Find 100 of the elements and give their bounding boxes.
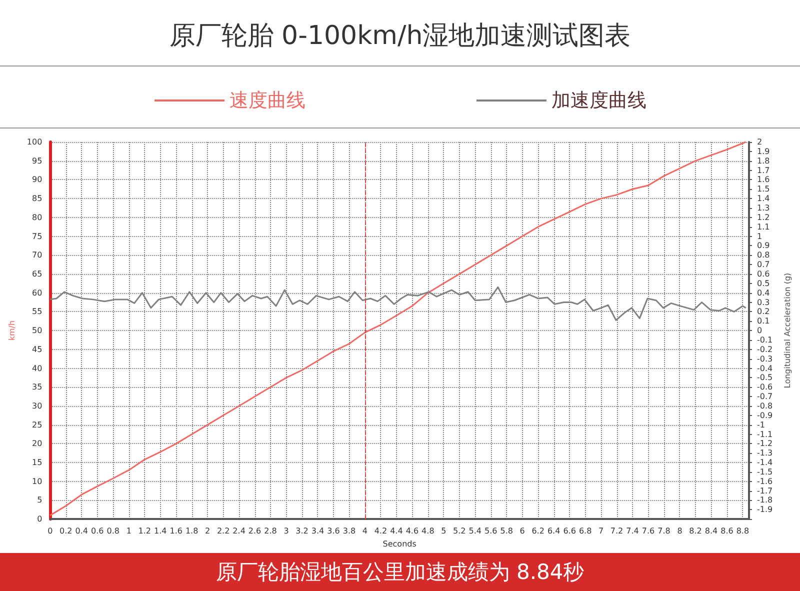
x-tick-label: 7.8: [658, 526, 670, 536]
x-tick-label: 2.4: [232, 526, 246, 536]
y-tick-label: 80: [32, 212, 42, 222]
x-tick-label: 4: [362, 526, 368, 536]
y-tick-label: 100: [26, 138, 42, 146]
x-tick-label: 5: [441, 526, 446, 536]
x-tick-label: 5.8: [500, 526, 513, 536]
y2-tick-label: 1.5: [757, 184, 770, 194]
y-tick-label: 75: [32, 232, 42, 241]
x-tick-label: 0.6: [91, 526, 104, 536]
x-tick-label: 1.4: [154, 526, 167, 536]
y2-tick-label: -1.2: [757, 439, 773, 448]
x-tick-label: 4.6: [406, 526, 419, 536]
y-tick-label: 95: [32, 156, 42, 166]
y-tick-label: 20: [32, 439, 42, 448]
chart-title: 原厂轮胎 0-100km/h湿地加速测试图表: [169, 21, 631, 51]
x-tick-label: 6.2: [532, 526, 544, 536]
x-tick-label: 1.8: [185, 526, 198, 536]
y2-tick-label: 0.9: [757, 241, 770, 250]
y-tick-label: 40: [32, 364, 42, 373]
x-tick-label: 1: [126, 526, 132, 536]
y-tick-label: 10: [32, 476, 42, 486]
x-tick-label: 5.4: [468, 526, 482, 536]
y-tick-label: 55: [32, 307, 42, 316]
x-tick-label: 8.4: [704, 526, 718, 536]
x-tick-label: 3.6: [327, 526, 340, 536]
x-tick-label: 2.2: [216, 526, 230, 536]
y2-tick-label: 1.3: [757, 203, 770, 212]
y2-tick-label: 0.4: [757, 288, 770, 298]
x-tick-label: 2.8: [264, 526, 277, 536]
y-tick-label: 5: [37, 496, 42, 505]
x-tick-label: 5.2: [453, 526, 466, 536]
text: 原厂轮胎湿地百公里加速成绩为 8.84秒: [0, 553, 800, 591]
x-tick-label: 6: [520, 526, 525, 536]
y2-tick-label: -0.5: [757, 373, 773, 382]
y2-tick-label: -1.3: [757, 448, 773, 458]
y-tick-label: 85: [32, 194, 42, 204]
x-tick-label: 0.2: [60, 526, 72, 536]
y2-tick-label: 0.6: [757, 269, 770, 278]
y-axis-title: km/h: [8, 320, 16, 341]
y2-tick-label: 1.2: [757, 212, 770, 222]
x-tick-label: 5.6: [484, 526, 498, 536]
y-tick-label: 45: [32, 344, 42, 354]
y-tick-label: 25: [32, 420, 42, 430]
y2-tick-label: 1.8: [757, 156, 770, 166]
x-tick-label: 2.6: [248, 526, 262, 536]
y2-tick-label: -0.1: [757, 335, 773, 344]
y-tick-label: 50: [32, 326, 42, 336]
legend-label: 速度曲线: [230, 90, 306, 112]
y-tick-label: 65: [32, 269, 42, 278]
y-tick-label: 15: [32, 458, 42, 468]
y2-tick-label: 1.7: [757, 166, 770, 175]
y2-tick-label: -0.6: [757, 382, 773, 392]
y2-tick-label: -1.4: [757, 458, 773, 468]
y2-tick-label: 1.6: [757, 175, 770, 184]
x-axis-title: Seconds: [382, 540, 416, 548]
y2-tick-label: -1.7: [757, 486, 773, 496]
x-tick-label: 0: [48, 526, 53, 536]
y2-tick-label: 1.1: [757, 222, 770, 232]
x-tick-label: 3: [284, 526, 289, 536]
y2-tick-label: -0.2: [757, 344, 773, 354]
x-tick-label: 7.2: [610, 526, 624, 536]
x-tick-label: 2: [205, 526, 210, 536]
y-tick-label: 60: [32, 288, 42, 298]
y-tick-label: 30: [32, 401, 42, 410]
y2-tick-label: -1.5: [757, 467, 773, 476]
y2-tick-label: 0.1: [757, 316, 770, 326]
legend-label: 加速度曲线: [552, 90, 646, 112]
x-tick-label: 3.2: [296, 526, 308, 536]
y-tick-label: 0: [37, 514, 42, 524]
x-tick-label: 3.8: [342, 526, 356, 536]
x-tick-label: 1.2: [138, 526, 151, 536]
y-tick-label: 90: [32, 175, 42, 184]
line-series: [49, 141, 747, 516]
y2-axis-title: Longitudinal Acceleration (g): [783, 272, 792, 388]
y2-tick-label: 0.3: [757, 298, 770, 307]
y2-tick-label: 2: [757, 138, 762, 146]
y2-tick-label: 1.4: [757, 194, 770, 204]
y2-tick-label: -1: [757, 420, 765, 430]
y2-tick-label: 0.5: [757, 278, 770, 288]
y-tick-label: 35: [32, 382, 42, 392]
y2-tick-label: 0.2: [757, 307, 770, 316]
y2-tick-label: -0.4: [757, 364, 773, 373]
y2-tick-label: -0.8: [757, 401, 773, 410]
y2-tick-label: -1.1: [757, 430, 773, 439]
x-tick-label: 7.4: [626, 526, 639, 536]
x-tick-label: 8: [677, 526, 682, 536]
y2-tick-label: 0: [757, 326, 762, 336]
y2-tick-label: -0.3: [757, 354, 773, 364]
x-tick-label: 0.8: [106, 526, 120, 536]
x-tick-label: 3.4: [311, 526, 324, 536]
x-tick-label: 6.4: [547, 526, 560, 536]
y2-tick-label: 0.8: [757, 250, 770, 260]
y2-tick-label: -0.7: [757, 392, 773, 402]
y2-tick-label: -1.9: [757, 505, 773, 514]
x-tick-label: 7.6: [642, 526, 655, 536]
x-tick-label: 4.8: [422, 526, 434, 536]
x-tick-label: 6.6: [563, 526, 576, 536]
x-tick-label: 8.2: [689, 526, 702, 536]
y2-tick-label: 0.7: [757, 260, 770, 270]
